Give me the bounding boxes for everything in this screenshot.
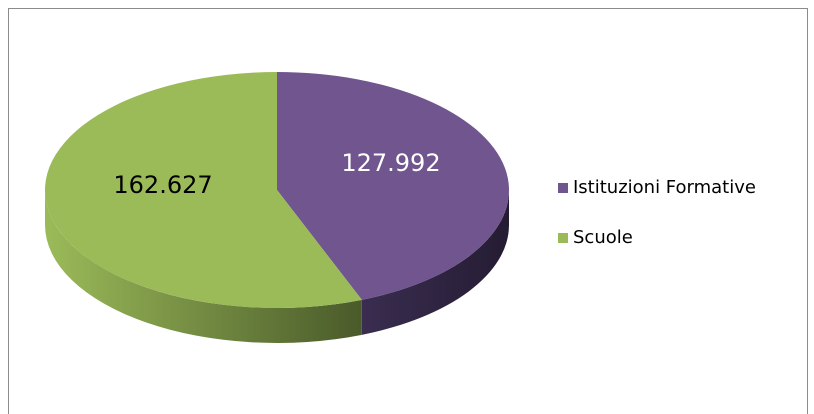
pie-slice xyxy=(45,72,362,308)
legend-label: Istituzioni Formative xyxy=(573,177,756,198)
pie-slice xyxy=(277,72,510,300)
pie-side xyxy=(45,190,362,343)
data-label: 127.992 xyxy=(341,149,440,177)
pie-side xyxy=(361,190,509,335)
legend-swatch xyxy=(558,233,568,243)
data-label: 162.627 xyxy=(113,171,212,199)
chart-border xyxy=(8,8,808,414)
legend-label: Scuole xyxy=(573,227,633,248)
legend-swatch xyxy=(558,183,568,193)
